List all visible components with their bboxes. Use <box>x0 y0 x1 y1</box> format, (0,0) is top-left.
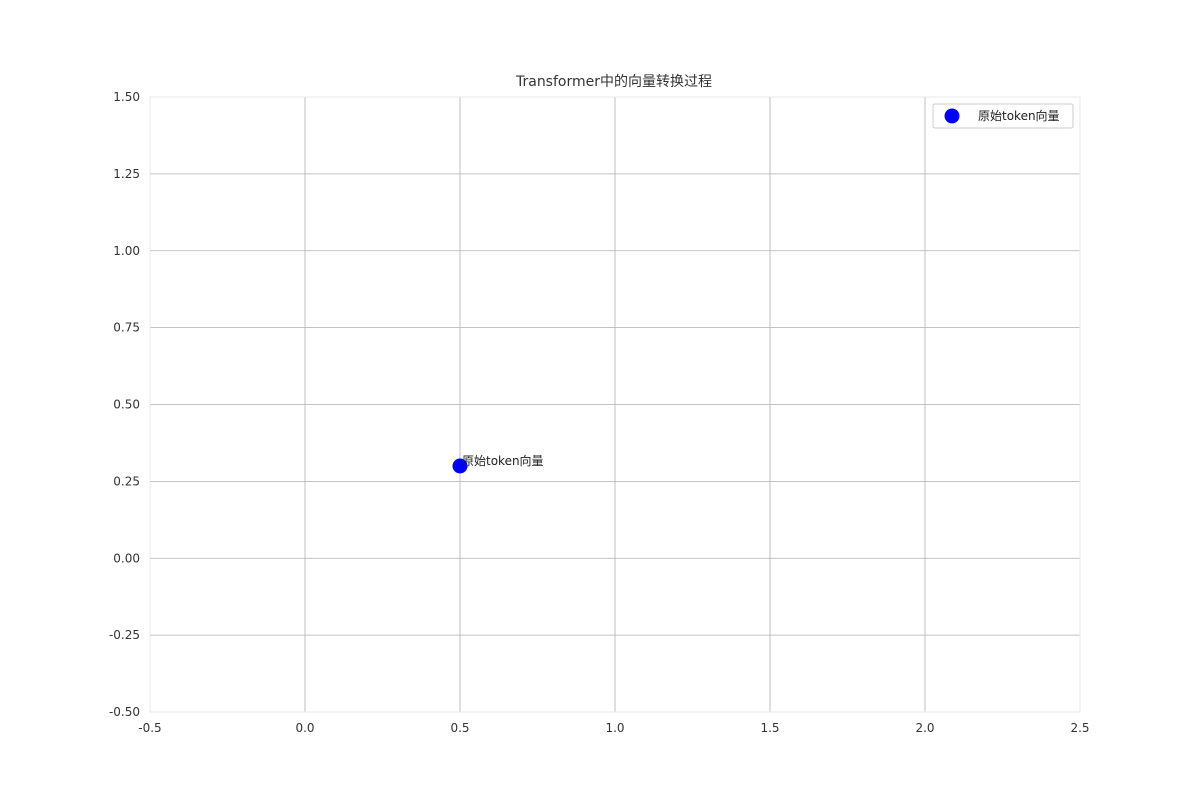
x-tick-label: -0.5 <box>138 721 161 735</box>
y-tick-label: -0.50 <box>109 705 140 719</box>
y-tick-label: 1.25 <box>113 167 140 181</box>
legend-box <box>932 103 1074 129</box>
legend: 原始token向量 <box>932 103 1074 129</box>
y-tick-label: -0.25 <box>109 628 140 642</box>
y-tick-label: 1.50 <box>113 90 140 104</box>
y-tick-label: 0.25 <box>113 474 140 488</box>
x-tick-label: 1.0 <box>605 721 624 735</box>
grid-lines <box>149 96 1081 713</box>
legend-label: 原始token向量 <box>978 108 1060 123</box>
x-tick-label: 0.0 <box>295 721 314 735</box>
x-tick-label: 1.5 <box>760 721 779 735</box>
y-tick-label: 0.50 <box>113 398 140 412</box>
data-point-label: 原始token向量 <box>462 453 544 468</box>
y-tick-label: 0.75 <box>113 321 140 335</box>
y-tick-label: 0.00 <box>113 551 140 565</box>
data-points: 原始token向量 <box>452 453 544 474</box>
x-tick-label: 2.5 <box>1070 721 1089 735</box>
y-tick-label: 1.00 <box>113 244 140 258</box>
y-axis-ticks: -0.50 -0.25 0.00 0.25 0.50 0.75 1.00 1.25 1.50 <box>109 90 140 719</box>
plot-frame <box>149 96 1081 713</box>
x-axis-ticks: -0.5 0.0 0.5 1.0 1.5 2.0 2.5 <box>138 721 1089 735</box>
plot-area-border <box>149 96 1081 713</box>
legend-marker <box>944 108 960 124</box>
chart-title: Transformer中的向量转换过程 <box>515 73 712 90</box>
data-point <box>452 458 468 474</box>
x-tick-label: 0.5 <box>450 721 469 735</box>
x-tick-label: 2.0 <box>915 721 934 735</box>
